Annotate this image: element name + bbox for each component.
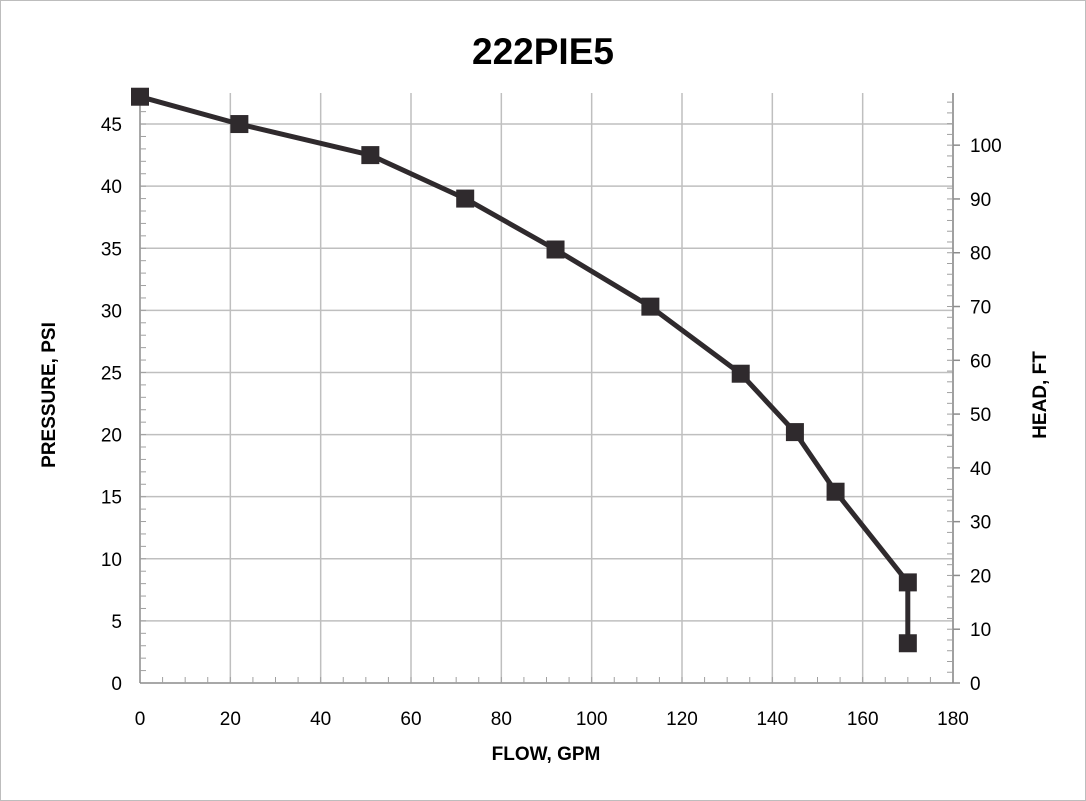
y-tick-label: 0: [111, 674, 122, 695]
x-tick-label: 20: [220, 709, 241, 730]
x-tick-label: 120: [666, 709, 698, 730]
data-point-marker: [641, 297, 660, 316]
y2-tick-label: 80: [970, 244, 991, 265]
y2-tick-label: 70: [970, 298, 991, 319]
y-axis-title: PRESSURE, PSI: [39, 322, 60, 468]
y-tick-label: 35: [101, 239, 122, 260]
data-point-marker: [898, 573, 917, 592]
x-tick-label: 80: [491, 709, 512, 730]
data-point-marker: [898, 634, 917, 653]
axes: [139, 93, 960, 684]
y-tick-label: 5: [111, 612, 122, 633]
x-tick-label: 140: [756, 709, 788, 730]
y-tick-label: 15: [101, 488, 122, 509]
y-tick-label: 30: [101, 301, 122, 322]
series: [131, 87, 917, 653]
data-point-marker: [731, 364, 750, 383]
y2-tick-label: 100: [970, 136, 1002, 157]
data-point-marker: [361, 146, 380, 165]
data-point-marker: [546, 240, 565, 259]
data-point-marker: [785, 423, 804, 442]
x-tick-label: 0: [135, 709, 146, 730]
y2-tick-label: 50: [970, 405, 991, 426]
y-tick-label: 20: [101, 426, 122, 447]
y2-tick-label: 40: [970, 459, 991, 480]
data-point-marker: [456, 189, 475, 208]
x-tick-label: 180: [937, 709, 969, 730]
x-tick-label: 100: [576, 709, 608, 730]
y2-tick-label: 90: [970, 190, 991, 211]
x-tick-label: 40: [310, 709, 331, 730]
y2-tick-label: 30: [970, 513, 991, 534]
y-tick-label: 45: [101, 115, 122, 136]
data-point-marker: [230, 115, 249, 134]
y2-tick-label: 20: [970, 566, 991, 587]
x-axis-title: FLOW, GPM: [492, 744, 601, 765]
x-tick-label: 60: [400, 709, 421, 730]
y2-tick-label: 10: [970, 620, 991, 641]
y2-axis-title: HEAD, FT: [1030, 351, 1051, 439]
y-tick-label: 25: [101, 363, 122, 384]
data-point-marker: [131, 87, 149, 106]
y2-tick-label: 0: [970, 674, 981, 695]
y2-tick-label: 60: [970, 351, 991, 372]
data-point-marker: [826, 482, 845, 501]
grid: [140, 93, 954, 683]
tick-labels: 0 20 40 60 80 100 120 140 160 1800510152025303540…: [101, 115, 1002, 730]
series-line: [139, 94, 911, 644]
y-tick-label: 10: [101, 550, 122, 571]
x-tick-label: 160: [847, 709, 879, 730]
chart-title: 222PIE5: [472, 31, 614, 72]
y-tick-label: 40: [101, 177, 122, 198]
